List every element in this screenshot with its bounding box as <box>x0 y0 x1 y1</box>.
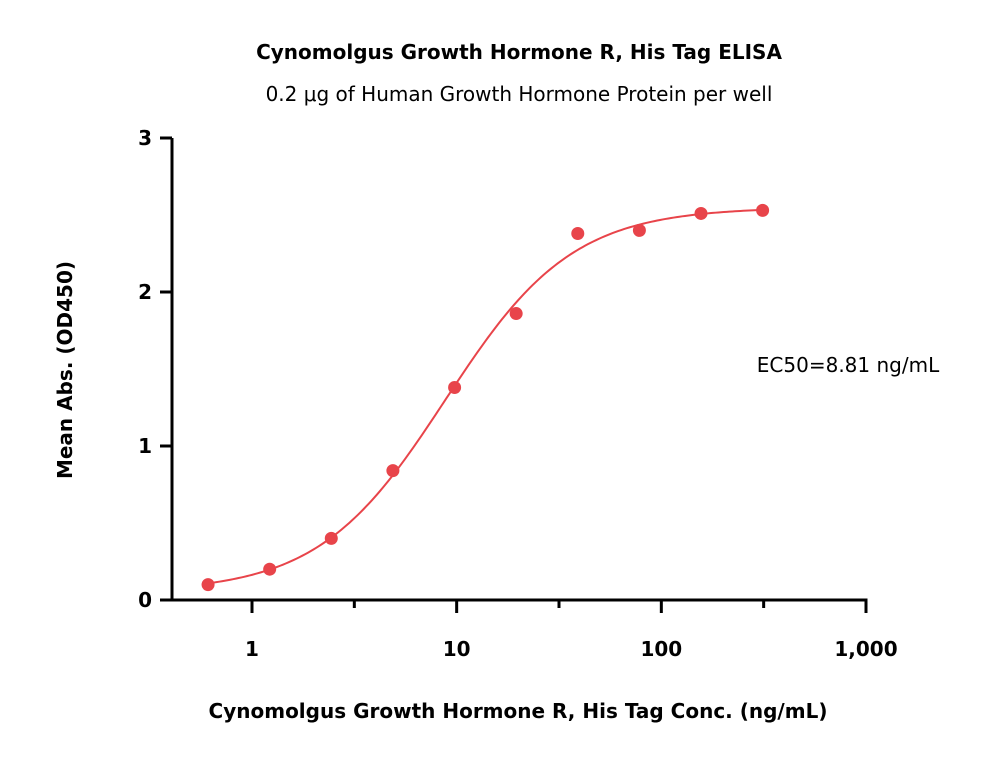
axes: 0 1 2 3 1 10 100 1,000 <box>138 126 898 661</box>
data-point <box>509 307 523 321</box>
data-point <box>756 203 770 217</box>
x-tick-label: 1,000 <box>834 637 897 661</box>
chart-title: Cynomolgus Growth Hormone R, His Tag ELI… <box>256 40 782 64</box>
x-tick-label: 1 <box>245 637 259 661</box>
data-point <box>571 226 585 240</box>
x-axis-label: Cynomolgus Growth Hormone R, His Tag Con… <box>209 699 828 723</box>
data-point <box>448 380 462 394</box>
y-tick-label: 0 <box>138 588 152 612</box>
x-tick-label: 10 <box>443 637 471 661</box>
fit-curve <box>207 208 763 585</box>
data-point <box>386 464 400 478</box>
chart-subtitle: 0.2 μg of Human Growth Hormone Protein p… <box>266 82 773 106</box>
data-point <box>201 578 215 592</box>
y-tick-label: 1 <box>138 434 152 458</box>
data-point <box>263 562 277 576</box>
ec50-annotation: EC50=8.81 ng/mL <box>757 353 940 377</box>
x-tick-label: 100 <box>640 637 682 661</box>
data-points <box>201 203 770 592</box>
y-axis-label: Mean Abs. (OD450) <box>53 261 77 479</box>
y-tick-label: 3 <box>138 126 152 150</box>
data-point <box>632 223 646 237</box>
data-point <box>324 531 338 545</box>
data-point <box>694 206 708 220</box>
y-tick-label: 2 <box>138 280 152 304</box>
